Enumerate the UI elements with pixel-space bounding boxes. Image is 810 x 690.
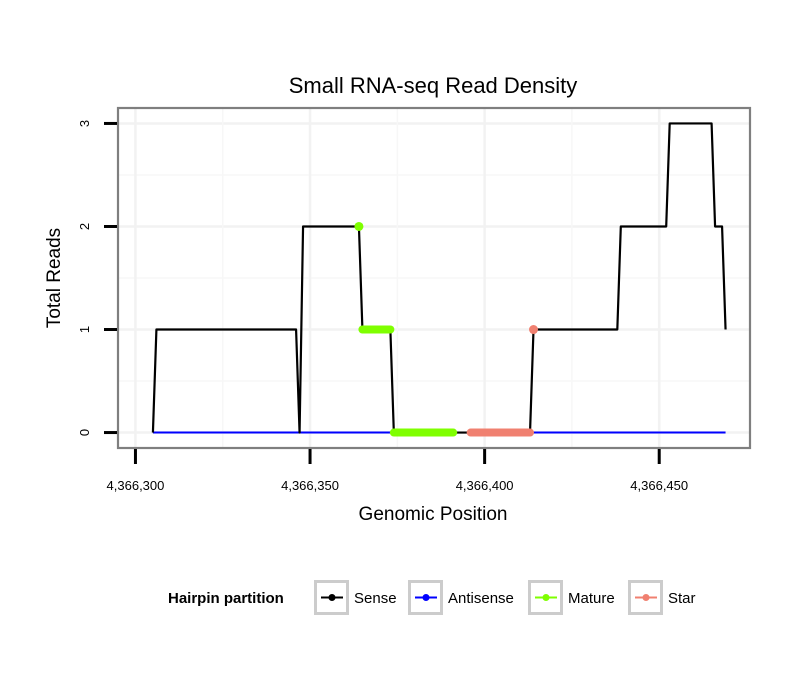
legend-label-mature: Mature bbox=[568, 590, 615, 607]
plot-panel bbox=[116, 106, 752, 450]
x-tick-label: 4,366,300 bbox=[107, 478, 165, 493]
legend-key-point-antisense bbox=[422, 594, 430, 601]
legend-key-point-mature bbox=[542, 594, 550, 601]
y-tick-label: 0 bbox=[77, 429, 92, 436]
legend-label-sense: Sense bbox=[354, 590, 397, 607]
legend-label-star: Star bbox=[668, 590, 696, 607]
legend: Hairpin partition Sense Antisense Mature St… bbox=[168, 580, 696, 615]
y-tick-label: 1 bbox=[77, 326, 92, 333]
legend-key-point-star bbox=[642, 594, 650, 601]
legend-key-point-sense bbox=[328, 594, 336, 601]
x-axis: 4,366,300 4,366,350 4,366,400 4,366,450 bbox=[107, 449, 688, 493]
y-tick-label: 2 bbox=[77, 223, 92, 230]
y-axis-title: Total Reads bbox=[44, 228, 65, 328]
data-series bbox=[151, 122, 727, 437]
x-tick-label: 4,366,400 bbox=[456, 478, 514, 493]
series-point-mature bbox=[354, 221, 364, 231]
chart-title: Small RNA-seq Read Density bbox=[289, 73, 578, 98]
legend-label-antisense: Antisense bbox=[448, 590, 514, 607]
series-point-star bbox=[529, 325, 539, 335]
y-tick-label: 3 bbox=[77, 120, 92, 127]
x-axis-title: Genomic Position bbox=[359, 504, 508, 525]
x-tick-label: 4,366,450 bbox=[630, 478, 688, 493]
legend-title: Hairpin partition bbox=[168, 590, 284, 607]
panel-border bbox=[116, 106, 752, 450]
legend-keys: Sense Antisense Mature Star bbox=[314, 580, 696, 615]
x-tick-label: 4,366,350 bbox=[281, 478, 339, 493]
y-axis: 0 1 2 3 bbox=[77, 120, 117, 436]
